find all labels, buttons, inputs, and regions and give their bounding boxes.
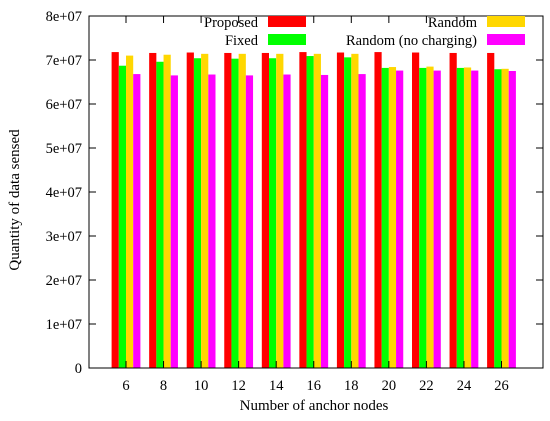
bar-fixed-24 [456, 67, 464, 369]
x-tick-label: 26 [494, 378, 509, 394]
bar-fixed-12 [231, 58, 239, 369]
bar-random-no-charging-14 [283, 74, 291, 369]
bar-proposed-18 [336, 52, 345, 369]
y-tick-label: 5e+07 [46, 141, 82, 157]
bar-proposed-22 [412, 52, 420, 369]
bar-fixed-8 [156, 61, 164, 368]
bar-random-no-charging-16 [320, 74, 329, 369]
x-tick-label: 24 [457, 378, 472, 394]
bar-proposed-6 [111, 52, 119, 368]
bar-proposed-12 [224, 52, 232, 369]
bar-random-20 [388, 67, 397, 368]
x-tick-label: 16 [307, 378, 322, 394]
y-tick-label: 1e+07 [46, 317, 82, 333]
legend-label: Random (no charging) [346, 33, 477, 49]
legend-label: Random [428, 15, 478, 31]
bar-random-no-charging-22 [433, 70, 441, 368]
bar-random-6 [126, 55, 134, 368]
bar-random-12 [238, 53, 246, 369]
bar-proposed-16 [299, 52, 307, 368]
y-tick-label: 8e+07 [46, 9, 82, 25]
bar-random-26 [501, 68, 509, 369]
bar-random-14 [276, 53, 284, 369]
bar-fixed-18 [344, 57, 352, 369]
bar-proposed-10 [186, 52, 194, 369]
legend-swatch [268, 34, 306, 45]
legend-swatch [487, 34, 525, 45]
bar-random-16 [313, 53, 321, 369]
bar-proposed-26 [487, 52, 495, 369]
y-tick-label: 7e+07 [46, 53, 82, 69]
legend-label: Proposed [204, 15, 259, 31]
bar-fixed-26 [494, 69, 502, 369]
bar-fixed-20 [381, 67, 389, 369]
bar-proposed-24 [449, 52, 457, 369]
legend: Proposed Fixed Random Random (no charging) [204, 15, 525, 49]
bar-random-no-charging-20 [396, 70, 404, 368]
x-tick-label: 20 [382, 378, 397, 394]
y-tick-label: 6e+07 [46, 97, 82, 113]
bar-random-24 [463, 67, 472, 368]
x-tick-label: 14 [269, 378, 284, 394]
y-tick-label: 2e+07 [46, 273, 82, 289]
legend-swatch [268, 16, 306, 27]
bar-fixed-10 [193, 58, 202, 369]
bar-random-no-charging-26 [508, 71, 516, 368]
bar-fixed-6 [118, 65, 126, 368]
bar-random-no-charging-10 [208, 74, 216, 369]
y-axis-title: Quantity of data sensed [7, 129, 23, 271]
bar-random-22 [426, 66, 434, 368]
bar-fixed-14 [269, 58, 277, 369]
bar-random-8 [163, 54, 171, 368]
bar-random-10 [201, 53, 209, 369]
bar-proposed-8 [149, 52, 157, 369]
x-tick-label: 12 [231, 378, 246, 394]
bar-random-no-charging-8 [170, 75, 178, 369]
legend-label: Fixed [225, 33, 259, 49]
y-tick-label: 3e+07 [46, 229, 82, 245]
y-tick-label: 0 [75, 361, 82, 377]
bar-fixed-22 [419, 67, 427, 369]
x-tick-label: 8 [160, 378, 167, 394]
bar-random-no-charging-18 [358, 74, 366, 368]
x-tick-label: 18 [344, 378, 359, 394]
bar-proposed-14 [261, 52, 269, 369]
x-axis-title: Number of anchor nodes [240, 398, 389, 414]
y-tick-label: 4e+07 [46, 185, 82, 201]
bar-proposed-20 [374, 52, 382, 368]
legend-swatch [487, 16, 525, 27]
bar-random-no-charging-12 [245, 75, 254, 369]
x-tick-label: 6 [122, 378, 129, 394]
x-tick-label: 10 [194, 378, 209, 394]
bar-random-no-charging-24 [471, 70, 479, 368]
bar-fixed-16 [306, 56, 314, 368]
axes-layer: 0 1e+07 2e+07 3e+07 4e+07 5e+07 6e+07 7e+07 8e+0… [46, 9, 544, 394]
x-tick-label: 22 [419, 378, 434, 394]
bar-random-no-charging-6 [133, 74, 141, 368]
bar-random-18 [351, 53, 359, 369]
bars-layer [111, 52, 516, 369]
